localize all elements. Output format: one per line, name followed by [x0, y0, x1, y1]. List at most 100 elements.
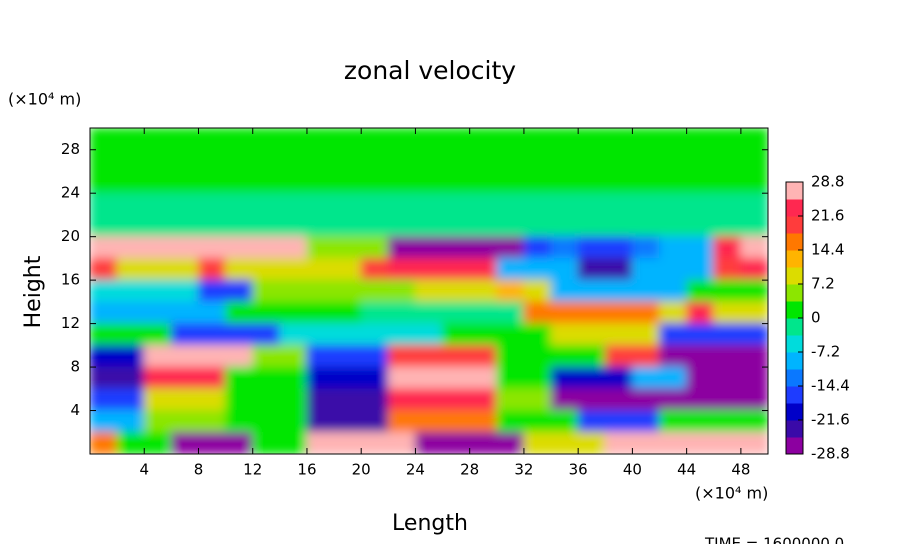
field-cell [225, 170, 254, 194]
field-cell [143, 323, 172, 346]
field-cell [659, 431, 688, 454]
field-cell [604, 366, 633, 390]
field-cell [550, 301, 579, 325]
field-cell [469, 279, 498, 303]
field-cell [387, 128, 416, 151]
x-tick-label: 16 [297, 461, 316, 479]
field-cell [90, 344, 118, 368]
field-cell [252, 366, 281, 390]
colorbar-frame [785, 181, 804, 455]
colorbar-tick-label: -7.2 [811, 343, 840, 361]
field-cell [116, 344, 145, 368]
x-tick-label: 28 [460, 461, 479, 479]
field-cell [225, 388, 254, 412]
field-cell [116, 128, 145, 151]
field-cell [143, 301, 172, 325]
field-cell [496, 366, 525, 390]
field-cell [604, 323, 633, 346]
field-cell [604, 128, 633, 151]
field-cell [116, 170, 145, 194]
field-cell [387, 323, 416, 346]
field-cell [252, 149, 281, 172]
field-cell [90, 214, 118, 238]
field-cell [577, 279, 606, 303]
field-cell [713, 344, 742, 368]
field-cell [414, 149, 444, 172]
field-cell [143, 366, 172, 390]
y-tick-label: 24 [61, 184, 80, 202]
colorbar: 28.8 21.6 14.4 7.2 0 -7.2 -14.4 -21.6 -28.8 [786, 173, 850, 463]
field-cell [740, 366, 768, 390]
field-cell [279, 410, 308, 433]
field-cell [469, 366, 498, 390]
field-cell [659, 257, 688, 281]
field-cell [686, 214, 715, 238]
field-cell [360, 192, 389, 216]
field-cell [143, 192, 172, 216]
field-cell [469, 236, 498, 259]
field-cell [225, 323, 254, 346]
field-cell [686, 236, 715, 259]
y-axis-label: Height [21, 255, 46, 328]
field-cell [631, 257, 661, 281]
field-cell [197, 410, 227, 433]
field-cell [686, 279, 715, 303]
field-cell [740, 170, 768, 194]
field-cell [252, 431, 281, 454]
field-cell [90, 149, 118, 172]
field-cell [496, 192, 525, 216]
field-cell [414, 344, 444, 368]
field-cell [496, 128, 525, 151]
field-cell [740, 388, 768, 412]
field-cell [225, 257, 254, 281]
field-cell [523, 323, 552, 346]
field-cell [631, 410, 661, 433]
field-cell [252, 323, 281, 346]
field-cell [523, 410, 552, 433]
x-tick-label: 36 [569, 461, 588, 479]
field-cell [686, 128, 715, 151]
field-cell [631, 388, 661, 412]
field-cell [252, 388, 281, 412]
field-cell [143, 344, 172, 368]
field-cell [740, 279, 768, 303]
colorbar-swatch [786, 437, 803, 455]
field-cell [523, 192, 552, 216]
field-cell [577, 149, 606, 172]
field-cell [333, 257, 362, 281]
field-cell [469, 170, 498, 194]
field-cell [360, 323, 389, 346]
field-cell [550, 323, 579, 346]
field-cell [550, 388, 579, 412]
colorbar-tick-label: -21.6 [811, 411, 850, 429]
field-cell [469, 431, 498, 454]
field-cell [469, 344, 498, 368]
field-cell [170, 431, 199, 454]
field-cell [713, 149, 742, 172]
field-cell [387, 170, 416, 194]
field-cell [333, 214, 362, 238]
field-cell [90, 279, 118, 303]
field-cell [686, 192, 715, 216]
field-cell [631, 192, 661, 216]
field-cell [143, 170, 172, 194]
field-cell [686, 410, 715, 433]
field-cell [360, 170, 389, 194]
field-cell [197, 431, 227, 454]
field-cell [496, 236, 525, 259]
field-cell [360, 344, 389, 368]
field-cell [306, 388, 335, 412]
field-cell [713, 388, 742, 412]
y-tick-label: 20 [61, 227, 80, 245]
field-cell [604, 257, 633, 281]
field-cell [442, 279, 471, 303]
field-cell [170, 366, 199, 390]
field-cell [197, 279, 227, 303]
x-tick-label: 8 [194, 461, 204, 479]
field-cell [252, 170, 281, 194]
field-cell [116, 388, 145, 412]
field-cell [360, 128, 389, 151]
field-cell [225, 410, 254, 433]
field-cell [252, 192, 281, 216]
